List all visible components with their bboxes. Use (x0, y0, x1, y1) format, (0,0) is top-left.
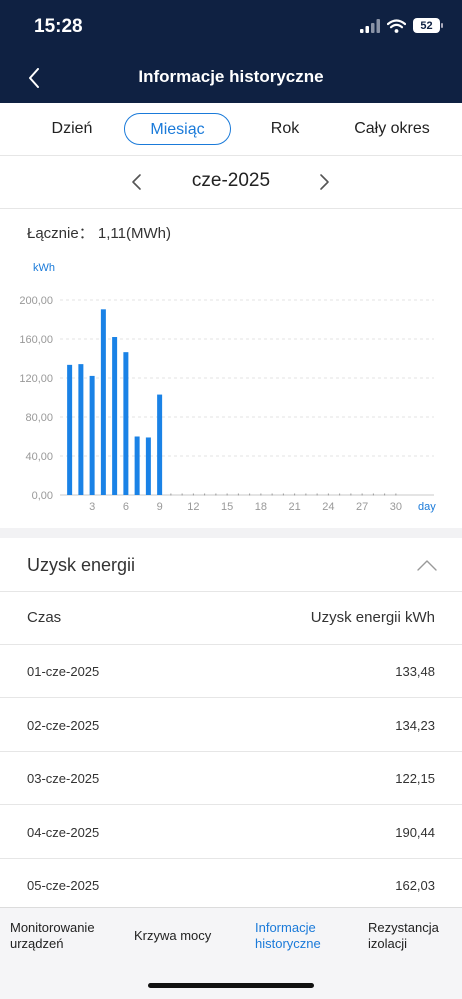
nav-label: historyczne (255, 936, 321, 951)
chart-grid (60, 299, 434, 496)
y-tick-label: 120,00 (19, 373, 53, 385)
row-energy-value: 162,03 (395, 878, 435, 893)
total-summary: Łącznie： 1,11(MWh) (27, 222, 171, 243)
x-axis-unit: day (418, 501, 436, 513)
x-tick-label: 24 (322, 501, 334, 513)
chart-bars (67, 309, 397, 496)
nav-label: Krzywa mocy (134, 928, 212, 943)
y-tick-label: 200,00 (19, 295, 53, 307)
divider (0, 591, 462, 592)
x-tick-label: 15 (221, 501, 233, 513)
nav-label: urządzeń (10, 936, 64, 951)
bar-day-3 (89, 375, 95, 495)
wifi-icon (387, 18, 406, 33)
chevron-up-icon[interactable] (416, 557, 438, 573)
tab-lifetime[interactable]: Cały okres (354, 120, 430, 137)
table-row: 04-cze-2025 190,44 (0, 806, 462, 859)
nav-insulation-resistance[interactable]: Rezystancja izolacji (368, 920, 439, 952)
nav-label: Rezystancja (368, 920, 439, 935)
y-tick-label: 0,00 (32, 490, 53, 502)
previous-period-button[interactable] (129, 173, 145, 191)
chevron-left-icon (29, 68, 39, 88)
bar-day-2 (78, 364, 84, 495)
total-label: Łącznie： (27, 225, 94, 242)
nav-power-curve[interactable]: Krzywa mocy (134, 928, 211, 944)
nav-label: izolacji (368, 936, 408, 951)
table-row: 02-cze-2025 134,23 (0, 699, 462, 752)
x-tick-label: 9 (157, 501, 163, 513)
total-value: 1,11(MWh) (97, 225, 171, 242)
table-row: 05-cze-2025 162,03 (0, 859, 462, 912)
bar-day-8 (145, 437, 151, 495)
bar-day-7 (134, 436, 140, 495)
x-tick-label: 12 (187, 501, 199, 513)
bar-day-6 (123, 352, 129, 495)
row-energy-value: 133,48 (395, 664, 435, 679)
table-row: 03-cze-2025 122,15 (0, 752, 462, 805)
row-energy-value: 190,44 (395, 824, 435, 840)
divider (0, 644, 462, 645)
period-tabs: Dzień Miesiąc Rok Cały okres (0, 103, 462, 156)
x-tick-label: 6 (123, 501, 129, 513)
tab-year[interactable]: Rok (270, 120, 300, 137)
y-tick-label: 160,00 (19, 334, 53, 346)
next-period-button[interactable] (316, 173, 332, 191)
bar-day-4 (100, 309, 106, 495)
x-tick-label: 30 (390, 501, 402, 513)
x-tick-label: 21 (289, 501, 301, 513)
table-row: 01-cze-2025 133,48 (0, 645, 462, 698)
row-date: 05-cze-2025 (27, 878, 100, 893)
nav-label: Informacje (255, 920, 316, 935)
y-axis-ticks: 0,00 40,00 80,00 120,00 160,00 200,00 (19, 295, 53, 502)
x-tick-label: 27 (356, 501, 368, 513)
y-tick-label: 80,00 (25, 412, 53, 424)
row-date: 03-cze-2025 (27, 771, 100, 786)
nav-historical-info[interactable]: Informacje historyczne (255, 920, 321, 952)
row-date: 01-cze-2025 (27, 664, 100, 679)
status-icons: 52 (360, 18, 443, 33)
y-tick-label: 40,00 (25, 451, 53, 463)
row-energy-value: 122,15 (395, 771, 435, 786)
column-header-energy: Uzysk energii kWh (310, 609, 435, 626)
current-period: cze-2025 (191, 170, 271, 191)
row-date: 02-cze-2025 (27, 717, 100, 733)
x-tick-label: 3 (89, 501, 95, 513)
row-date: 04-cze-2025 (27, 824, 100, 840)
section-gap (0, 528, 462, 538)
y-axis-unit: kWh (33, 262, 55, 274)
section-title: Uzysk energii (27, 555, 136, 575)
bar-day-5 (112, 337, 118, 495)
nav-label: Monitorowanie (10, 920, 95, 935)
nav-device-monitoring[interactable]: Monitorowanie urządzeń (10, 920, 95, 952)
x-axis-ticks: 3 6 9 12 15 18 21 24 27 30 (89, 501, 402, 513)
header: 15:28 52 Informacje historyczne (0, 0, 462, 103)
x-tick-label: 18 (255, 501, 267, 513)
status-time: 15:28 (34, 16, 83, 37)
home-indicator (148, 983, 314, 988)
energy-bar-chart: kWh 0,00 40,00 80,00 120,00 160,00 200,00 3 6 9… (19, 262, 436, 513)
month-navigator: cze-2025 (0, 156, 462, 209)
page-title: Informacje historyczne (138, 67, 324, 86)
back-button[interactable] (22, 64, 46, 92)
column-header-time: Czas (27, 609, 62, 626)
signal-icon (360, 18, 380, 33)
row-energy-value: 134,23 (395, 717, 435, 733)
tab-day[interactable]: Dzień (51, 120, 93, 137)
tab-month[interactable]: Miesiąc (124, 113, 231, 145)
battery-icon: 52 (413, 18, 443, 33)
bar-day-1 (67, 364, 73, 495)
bar-day-9 (157, 394, 163, 495)
